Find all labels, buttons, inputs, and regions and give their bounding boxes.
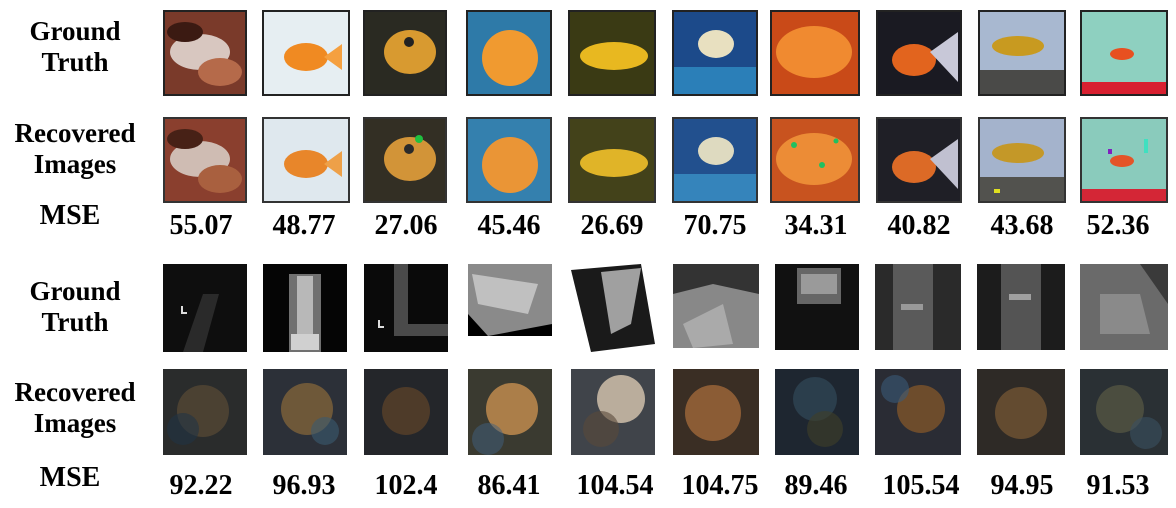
xray-gt-image-7 xyxy=(775,264,859,350)
fish-recovered-image-6 xyxy=(672,117,758,203)
fish-recovered-image-4 xyxy=(466,117,552,203)
xray-recovered-image-4 xyxy=(468,369,552,455)
label-mse-xray: MSE xyxy=(0,462,140,494)
xray-gt-image-5 xyxy=(571,264,655,352)
label-recovered-xray: Recovered Images xyxy=(0,377,150,439)
xray-recovered-image-9 xyxy=(977,369,1065,455)
xray-gt-image-1 xyxy=(163,264,247,352)
fish-recovered-image-10 xyxy=(1080,117,1168,203)
fish-recovered-image-7 xyxy=(770,117,860,203)
fish-gt-image-4 xyxy=(466,10,552,96)
label-ground-truth-line2: Truth xyxy=(0,307,150,338)
xray-recovered-image-8 xyxy=(875,369,961,455)
xray-gt-image-6 xyxy=(673,264,759,348)
xray-gt-image-8 xyxy=(875,264,961,350)
label-recovered-line2: Images xyxy=(0,149,150,180)
fish-mse-value: 40.82 xyxy=(869,210,969,242)
label-ground-truth-line1: Ground xyxy=(0,16,150,47)
label-recovered-line1: Recovered xyxy=(0,377,150,408)
xray-mse-value: 105.54 xyxy=(866,470,976,502)
xray-mse-value: 104.54 xyxy=(560,470,670,502)
xray-mse-value: 104.75 xyxy=(665,470,775,502)
fish-gt-image-6 xyxy=(672,10,758,96)
fish-gt-image-7 xyxy=(770,10,860,96)
xray-gt-image-2 xyxy=(263,264,347,352)
label-recovered-line1: Recovered xyxy=(0,118,150,149)
xray-mse-value: 94.95 xyxy=(972,470,1072,502)
fish-gt-image-1 xyxy=(163,10,247,96)
label-ground-truth-line1: Ground xyxy=(0,276,150,307)
label-recovered-fish: Recovered Images xyxy=(0,118,150,180)
xray-recovered-image-7 xyxy=(775,369,859,455)
xray-recovered-image-2 xyxy=(263,369,347,455)
xray-gt-image-4 xyxy=(468,264,552,336)
fish-mse-value: 27.06 xyxy=(356,210,456,242)
xray-mse-value: 89.46 xyxy=(766,470,866,502)
label-recovered-line2: Images xyxy=(0,408,150,439)
fish-gt-image-2 xyxy=(262,10,350,96)
fish-recovered-image-8 xyxy=(876,117,962,203)
label-ground-truth-fish: Ground Truth xyxy=(0,16,150,78)
xray-mse-value: 102.4 xyxy=(356,470,456,502)
xray-gt-image-9 xyxy=(977,264,1065,350)
fish-mse-value: 52.36 xyxy=(1068,210,1168,242)
xray-recovered-image-3 xyxy=(364,369,448,455)
fish-mse-value: 26.69 xyxy=(562,210,662,242)
fish-gt-image-3 xyxy=(363,10,447,96)
fish-recovered-image-1 xyxy=(163,117,247,203)
xray-recovered-image-1 xyxy=(163,369,247,455)
xray-gt-image-3 xyxy=(364,264,448,352)
fish-mse-value: 43.68 xyxy=(972,210,1072,242)
fish-recovered-image-5 xyxy=(568,117,656,203)
fish-recovered-image-2 xyxy=(262,117,350,203)
xray-mse-value: 86.41 xyxy=(459,470,559,502)
xray-gt-image-10 xyxy=(1080,264,1168,350)
xray-recovered-image-6 xyxy=(673,369,759,455)
label-ground-truth-line2: Truth xyxy=(0,47,150,78)
xray-mse-value: 91.53 xyxy=(1068,470,1168,502)
label-ground-truth-xray: Ground Truth xyxy=(0,276,150,338)
fish-mse-value: 48.77 xyxy=(254,210,354,242)
xray-recovered-image-10 xyxy=(1080,369,1168,455)
xray-mse-value: 92.22 xyxy=(151,470,251,502)
fish-gt-image-9 xyxy=(978,10,1066,96)
fish-mse-value: 70.75 xyxy=(665,210,765,242)
fish-recovered-image-3 xyxy=(363,117,447,203)
fish-gt-image-5 xyxy=(568,10,656,96)
fish-mse-value: 34.31 xyxy=(766,210,866,242)
xray-mse-value: 96.93 xyxy=(254,470,354,502)
fish-recovered-image-9 xyxy=(978,117,1066,203)
label-mse-fish: MSE xyxy=(0,200,140,232)
fish-gt-image-8 xyxy=(876,10,962,96)
fish-mse-value: 45.46 xyxy=(459,210,559,242)
fish-mse-value: 55.07 xyxy=(151,210,251,242)
fish-gt-image-10 xyxy=(1080,10,1168,96)
xray-recovered-image-5 xyxy=(571,369,655,455)
